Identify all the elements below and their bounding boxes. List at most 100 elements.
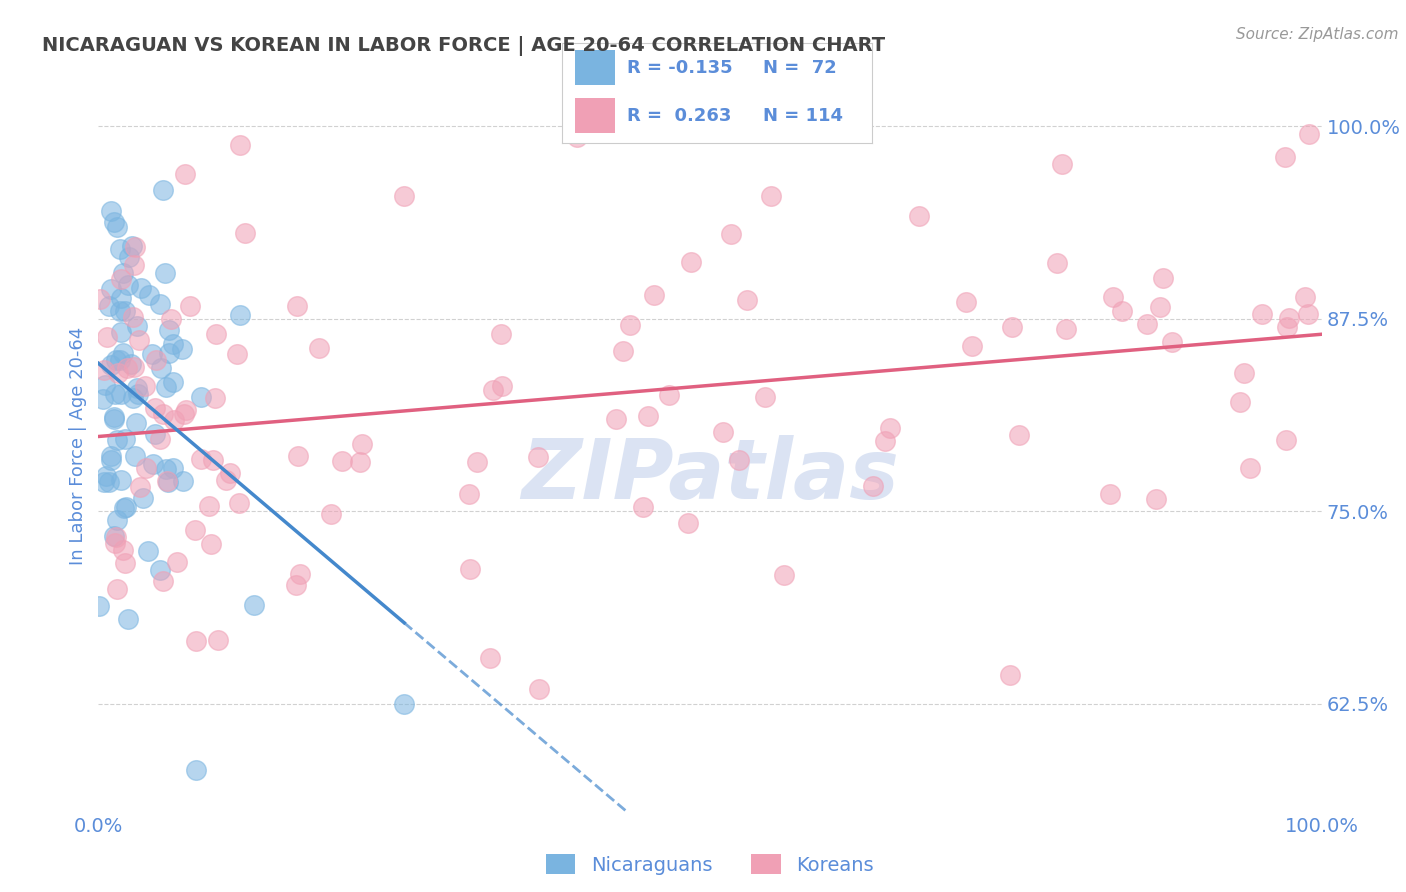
Point	[127, 381, 149, 395]
Point	[117, 612, 139, 626]
Point	[631, 500, 654, 514]
Point	[773, 567, 796, 582]
Point	[1274, 150, 1296, 164]
Point	[215, 473, 238, 487]
Point	[1239, 461, 1261, 475]
Point	[110, 272, 132, 286]
Text: N = 114: N = 114	[763, 107, 844, 125]
Point	[93, 378, 115, 392]
Point	[219, 466, 242, 480]
Point	[111, 266, 134, 280]
Point	[155, 380, 177, 394]
Point	[127, 318, 149, 333]
Point	[114, 432, 136, 446]
Point	[201, 453, 224, 467]
Point	[637, 409, 659, 424]
Point	[1250, 307, 1272, 321]
Point	[737, 293, 759, 307]
Text: N =  72: N = 72	[763, 59, 837, 77]
Point	[711, 425, 734, 439]
Point	[104, 387, 127, 401]
Point	[186, 763, 208, 777]
Point	[155, 462, 177, 476]
Point	[128, 334, 150, 348]
Point	[1000, 667, 1022, 681]
Point	[1099, 487, 1122, 501]
Y-axis label: In Labor Force | Age 20-64: In Labor Force | Age 20-64	[69, 326, 87, 566]
Point	[100, 204, 122, 219]
Point	[132, 491, 155, 506]
Point	[100, 449, 122, 463]
Point	[105, 353, 128, 368]
Point	[93, 475, 115, 490]
Point	[352, 437, 374, 451]
Point	[127, 387, 149, 401]
Text: R = -0.135: R = -0.135	[627, 59, 733, 77]
Point	[111, 542, 134, 557]
Point	[150, 360, 173, 375]
Point	[143, 427, 166, 442]
Point	[162, 375, 184, 389]
Point	[122, 310, 145, 324]
Point	[908, 209, 931, 223]
Point	[138, 288, 160, 302]
Point	[98, 299, 121, 313]
Point	[229, 138, 252, 153]
Point	[527, 681, 550, 696]
Point	[157, 322, 180, 336]
Point	[105, 582, 128, 596]
Point	[104, 530, 127, 544]
Point	[153, 266, 176, 280]
Point	[235, 227, 257, 241]
Point	[1052, 157, 1074, 171]
Point	[190, 390, 212, 404]
Point	[163, 412, 186, 426]
Point	[465, 454, 488, 468]
Point	[1233, 366, 1256, 380]
Point	[157, 475, 180, 489]
Point	[134, 378, 156, 392]
Point	[1008, 427, 1031, 442]
Point	[862, 479, 884, 493]
Point	[612, 343, 634, 358]
Point	[91, 392, 114, 407]
Point	[157, 346, 180, 360]
Point	[728, 453, 751, 467]
Point	[136, 544, 159, 558]
Point	[121, 239, 143, 253]
Point	[458, 562, 481, 576]
Point	[198, 499, 221, 513]
Point	[1274, 434, 1296, 448]
Point	[110, 386, 132, 401]
Point	[1278, 311, 1301, 326]
Point	[105, 513, 128, 527]
Point	[1152, 270, 1174, 285]
Point	[285, 299, 308, 313]
Point	[243, 598, 266, 612]
Text: Source: ZipAtlas.com: Source: ZipAtlas.com	[1236, 27, 1399, 42]
Point	[1001, 320, 1024, 334]
Point	[330, 454, 353, 468]
Point	[204, 327, 226, 342]
Point	[103, 215, 125, 229]
Point	[321, 508, 343, 522]
Point	[115, 360, 138, 375]
Point	[1046, 256, 1069, 270]
Point	[87, 599, 110, 614]
Point	[120, 358, 142, 372]
Point	[149, 296, 172, 310]
Point	[96, 330, 118, 344]
Point	[152, 407, 174, 421]
Point	[173, 407, 195, 421]
Point	[679, 255, 702, 269]
Point	[184, 634, 207, 648]
Point	[308, 342, 330, 356]
Point	[288, 566, 311, 581]
Point	[166, 555, 188, 569]
Point	[124, 240, 146, 254]
Point	[124, 359, 146, 374]
Point	[605, 412, 627, 426]
Point	[1160, 334, 1182, 349]
Point	[879, 421, 901, 435]
Point	[145, 401, 167, 415]
